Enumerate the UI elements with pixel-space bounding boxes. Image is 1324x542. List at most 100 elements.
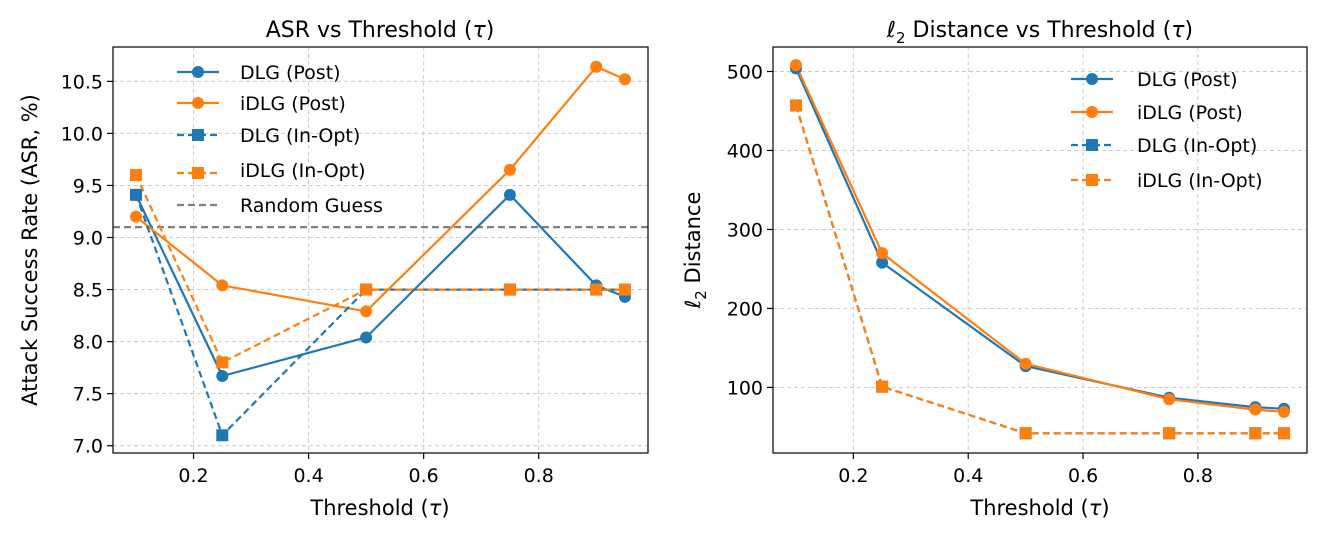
data-point	[1163, 427, 1176, 440]
data-point	[360, 283, 373, 296]
y-tick-label: 8.0	[73, 332, 103, 354]
legend-item-dlg-post: DLG (Post)	[1071, 69, 1238, 91]
x-tick-label: 0.2	[838, 465, 868, 487]
legend-item-idlg-inopt: iDLG (In-Opt)	[1071, 170, 1263, 192]
grid	[773, 47, 1307, 453]
legend-label: DLG (In-Opt)	[1137, 135, 1257, 157]
legend: DLG (Post) iDLG (Post) DLG (In-Opt) iDLG…	[177, 62, 383, 217]
legend-item-idlg-post: iDLG (Post)	[177, 93, 346, 115]
data-point	[618, 283, 631, 296]
x-tick-label: 0.4	[953, 465, 983, 487]
legend: DLG (Post) iDLG (Post) DLG (In-Opt) iDLG…	[1071, 69, 1263, 192]
data-point	[216, 279, 229, 292]
data-point	[216, 369, 229, 382]
legend-item-dlg-inopt: DLG (In-Opt)	[177, 125, 360, 147]
data-point	[876, 380, 889, 393]
legend-label: iDLG (In-Opt)	[240, 160, 366, 182]
series-line-idlg-in-opt	[135, 174, 625, 364]
y-tick-label: 7.0	[73, 436, 103, 458]
legend-label: DLG (In-Opt)	[240, 125, 360, 147]
legend-label: Random Guess	[240, 195, 383, 217]
data-point	[1163, 393, 1176, 406]
legend-marker	[1086, 139, 1098, 151]
legend-item-idlg-inopt: iDLG (In-Opt)	[177, 160, 366, 182]
data-point	[1019, 357, 1032, 370]
y-tick-label: 9.5	[73, 175, 103, 197]
x-tick-label: 0.2	[178, 465, 208, 487]
y-axis-label: Attack Success Rate (ASR, %)	[18, 94, 42, 406]
data-point	[1278, 405, 1291, 418]
data-point	[503, 188, 516, 201]
x-axis-label: Threshold (τ)	[309, 496, 449, 520]
series-layer	[130, 60, 631, 442]
y-tick-label: 10.0	[61, 123, 103, 145]
legend-item-random-guess: Random Guess	[177, 195, 383, 217]
legend-item-dlg-post: DLG (Post)	[177, 62, 341, 84]
data-point	[876, 247, 889, 260]
legend-label: iDLG (Post)	[1137, 102, 1243, 124]
data-point	[590, 60, 603, 73]
legend-label: iDLG (Post)	[240, 93, 346, 115]
data-point	[1249, 427, 1262, 440]
data-point	[360, 305, 373, 318]
data-point	[789, 99, 802, 112]
legend-marker	[192, 66, 204, 78]
data-point	[360, 331, 373, 344]
data-point	[876, 256, 889, 269]
x-tick-label: 0.4	[293, 465, 323, 487]
data-point	[1019, 427, 1032, 440]
legend-marker	[192, 97, 204, 109]
asr-chart: ASR vs Threshold (τ) 0.2 0.4 0.6 0.8 7.0 7.5 8…	[18, 18, 649, 520]
data-point	[130, 169, 143, 182]
y-tick-label: 200	[727, 298, 763, 320]
data-point	[130, 210, 143, 223]
data-point	[590, 283, 603, 296]
legend-item-idlg-post: iDLG (Post)	[1071, 102, 1243, 124]
y-tick-label: 10.5	[61, 71, 103, 93]
legend-label: iDLG (In-Opt)	[1137, 170, 1263, 192]
data-point	[1278, 427, 1291, 440]
data-point	[618, 73, 631, 86]
data-point	[130, 188, 143, 201]
ticks: 0.2 0.4 0.6 0.8 7.0 7.5 8.0 8.5 9.0 9.5 10.0 10.5	[61, 71, 554, 487]
series-line-dlg-in-opt	[134, 194, 625, 437]
legend-marker	[1086, 174, 1098, 186]
data-point	[503, 283, 516, 296]
x-tick-label: 0.6	[409, 465, 439, 487]
y-tick-label: 100	[727, 377, 763, 399]
plot-frame	[112, 46, 649, 454]
plot-frame	[772, 46, 1308, 454]
legend-marker	[1086, 73, 1098, 85]
legend-marker	[192, 167, 204, 179]
data-point	[1249, 403, 1262, 416]
y-tick-label: 400	[727, 140, 763, 162]
chart-title: ℓ2 Distance vs Threshold (τ)	[886, 18, 1193, 47]
y-tick-label: 500	[727, 61, 763, 83]
data-point	[216, 429, 229, 442]
legend-label: DLG (Post)	[240, 62, 341, 84]
grid	[113, 47, 648, 453]
x-tick-label: 0.8	[1183, 465, 1213, 487]
x-axis-label: Threshold (τ)	[969, 496, 1109, 520]
y-tick-label: 8.5	[73, 280, 103, 302]
x-tick-label: 0.6	[1068, 465, 1098, 487]
data-point	[789, 59, 802, 72]
data-point	[216, 356, 229, 369]
y-tick-label: 7.5	[73, 384, 103, 406]
data-point	[503, 163, 516, 176]
series-layer	[789, 59, 1291, 440]
l2-distance-chart: ℓ2 Distance vs Threshold (τ) 0.2 0.4 0.6 0.…	[681, 18, 1308, 520]
y-tick-label: 300	[727, 219, 763, 241]
ticks: 0.2 0.4 0.6 0.8 100 200 300 400 500	[727, 61, 1213, 487]
series-line-idlg-in-opt	[794, 105, 1284, 435]
legend-marker	[1086, 106, 1098, 118]
y-tick-label: 9.0	[73, 228, 103, 250]
legend-marker	[192, 129, 204, 141]
series-line-dlg-post	[135, 193, 626, 378]
y-axis-label: ℓ2 Distance	[681, 192, 710, 310]
chart-title: ASR vs Threshold (τ)	[266, 18, 495, 43]
legend-label: DLG (Post)	[1137, 69, 1238, 91]
x-tick-label: 0.8	[524, 465, 554, 487]
legend-item-dlg-inopt: DLG (In-Opt)	[1071, 135, 1257, 157]
